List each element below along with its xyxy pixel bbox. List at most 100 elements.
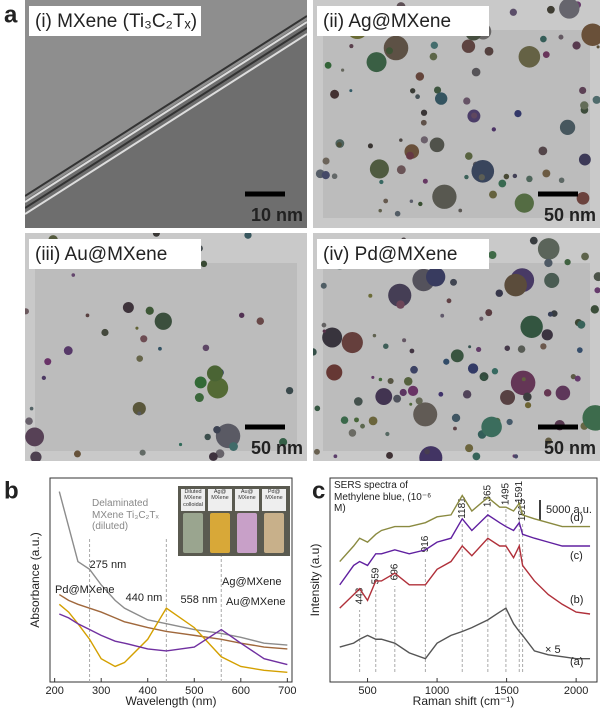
nanoparticle: [322, 157, 330, 165]
mxene-layer: [25, 33, 307, 215]
nanoparticle: [420, 119, 427, 126]
nanoparticle: [418, 201, 423, 207]
nanoparticle: [29, 406, 34, 411]
nanoparticle: [485, 309, 493, 317]
nanoparticle: [468, 345, 472, 349]
nanoparticle: [526, 175, 533, 183]
spectrum-line: [339, 537, 591, 615]
nanoparticle: [495, 289, 504, 297]
nanoparticle: [348, 429, 357, 437]
nanoparticle: [322, 327, 343, 348]
series-label: Pd@MXene: [55, 584, 114, 596]
nanoparticle: [321, 171, 330, 180]
nanoparticle: [322, 329, 326, 333]
nanoparticle: [369, 159, 389, 179]
tem-image: (iv) Pd@MXene 50 nm: [313, 233, 600, 461]
image-label: (i) MXene (Ti₃C₂Tₓ): [35, 11, 197, 32]
peak-label: 916: [420, 535, 431, 552]
vial-label-bg: [208, 489, 232, 511]
scale-label: 50 nm: [251, 438, 303, 458]
inset-label: Ag@ MXene: [211, 489, 229, 502]
nanoparticle: [25, 308, 29, 315]
nanoparticle: [200, 260, 208, 268]
nanoparticle: [139, 449, 146, 456]
nanoparticle: [489, 190, 497, 199]
annotation: 440 nm: [126, 592, 163, 604]
nanoparticle: [594, 287, 600, 294]
nanoparticle: [207, 377, 229, 399]
nanoparticle: [476, 346, 482, 353]
x-axis-label: Raman shift (cm⁻¹): [413, 694, 515, 708]
series-label: Au@MXene: [226, 596, 285, 608]
image-label: (ii) Ag@MXene: [323, 11, 451, 32]
vial-label-bg: [262, 489, 286, 511]
x-tick-label: 700: [278, 685, 296, 697]
image-label: (iii) Au@MXene: [35, 244, 167, 265]
nanoparticle: [558, 177, 565, 184]
nanoparticle: [435, 92, 448, 105]
inset-label-box: Pd@ MXene: [265, 489, 282, 501]
nanoparticle: [429, 137, 445, 153]
nanoparticle: [434, 86, 442, 94]
nanoparticle: [574, 375, 581, 382]
nanoparticle: [458, 208, 463, 213]
nanoparticle: [145, 306, 154, 315]
nanoparticle: [375, 388, 393, 405]
nanoparticle: [555, 385, 571, 401]
nanoparticle: [140, 335, 148, 343]
nanoparticle: [570, 373, 576, 380]
nanoparticle: [430, 41, 439, 49]
nanoparticle: [379, 179, 384, 185]
scale-label: 50 nm: [544, 438, 596, 458]
scale-label: 50 nm: [544, 205, 596, 225]
nanoparticle: [313, 448, 320, 455]
tem-content: [313, 236, 600, 461]
mxene-layer: [25, 21, 307, 203]
vial: [264, 513, 284, 553]
nanoparticle: [576, 347, 583, 353]
nanoparticle: [491, 368, 499, 375]
nanoparticle: [471, 67, 481, 77]
nanoparticle: [438, 391, 444, 397]
peak-label: 1181: [457, 497, 468, 519]
tem-image: (ii) Ag@MXene 50 nm: [313, 0, 600, 228]
nanoparticle: [385, 431, 390, 437]
vial-label-bg: [235, 489, 259, 511]
series-label: (d): [570, 512, 583, 524]
peak-label: 1365: [482, 484, 493, 507]
nanoparticle: [451, 413, 461, 423]
nanoparticle: [137, 411, 142, 416]
series-label: (b): [570, 594, 583, 606]
vial: [210, 513, 230, 553]
label-bg: [317, 239, 489, 269]
nanoparticle: [349, 44, 354, 49]
mxene-layer: [25, 27, 307, 209]
nanoparticle: [403, 377, 413, 386]
nanoparticle: [420, 136, 428, 144]
nanoparticle: [154, 312, 172, 330]
nanoparticle: [30, 451, 42, 461]
nanoparticle: [71, 273, 76, 277]
tem-image: (i) MXene (Ti₃C₂Tₓ) 10 nm: [25, 0, 307, 228]
nanoparticle: [559, 0, 580, 19]
nanoparticle: [152, 233, 160, 237]
scale-bar-label: 5000 a.u.: [546, 504, 592, 516]
substrate: [35, 263, 297, 451]
nanoparticle: [279, 438, 288, 447]
nanoparticle: [581, 252, 589, 261]
plot-frame: [49, 477, 293, 683]
peak-label: 1591: [514, 480, 525, 503]
nanoparticle: [101, 328, 109, 337]
nanoparticle: [399, 138, 403, 142]
nanoparticle: [545, 437, 553, 445]
series-label: Delaminated MXene Ti₃C₂Tₓ (diluted): [92, 498, 159, 532]
nanoparticle: [523, 392, 532, 402]
label-bg: [317, 6, 489, 36]
nanoparticle: [479, 316, 484, 321]
x-axis-label: Wavelength (nm): [126, 694, 217, 708]
nanoparticle: [582, 405, 600, 431]
nanoparticle: [368, 293, 373, 298]
nanoparticle: [422, 178, 428, 184]
nanoparticle: [194, 393, 204, 403]
nanoparticle: [202, 344, 210, 352]
